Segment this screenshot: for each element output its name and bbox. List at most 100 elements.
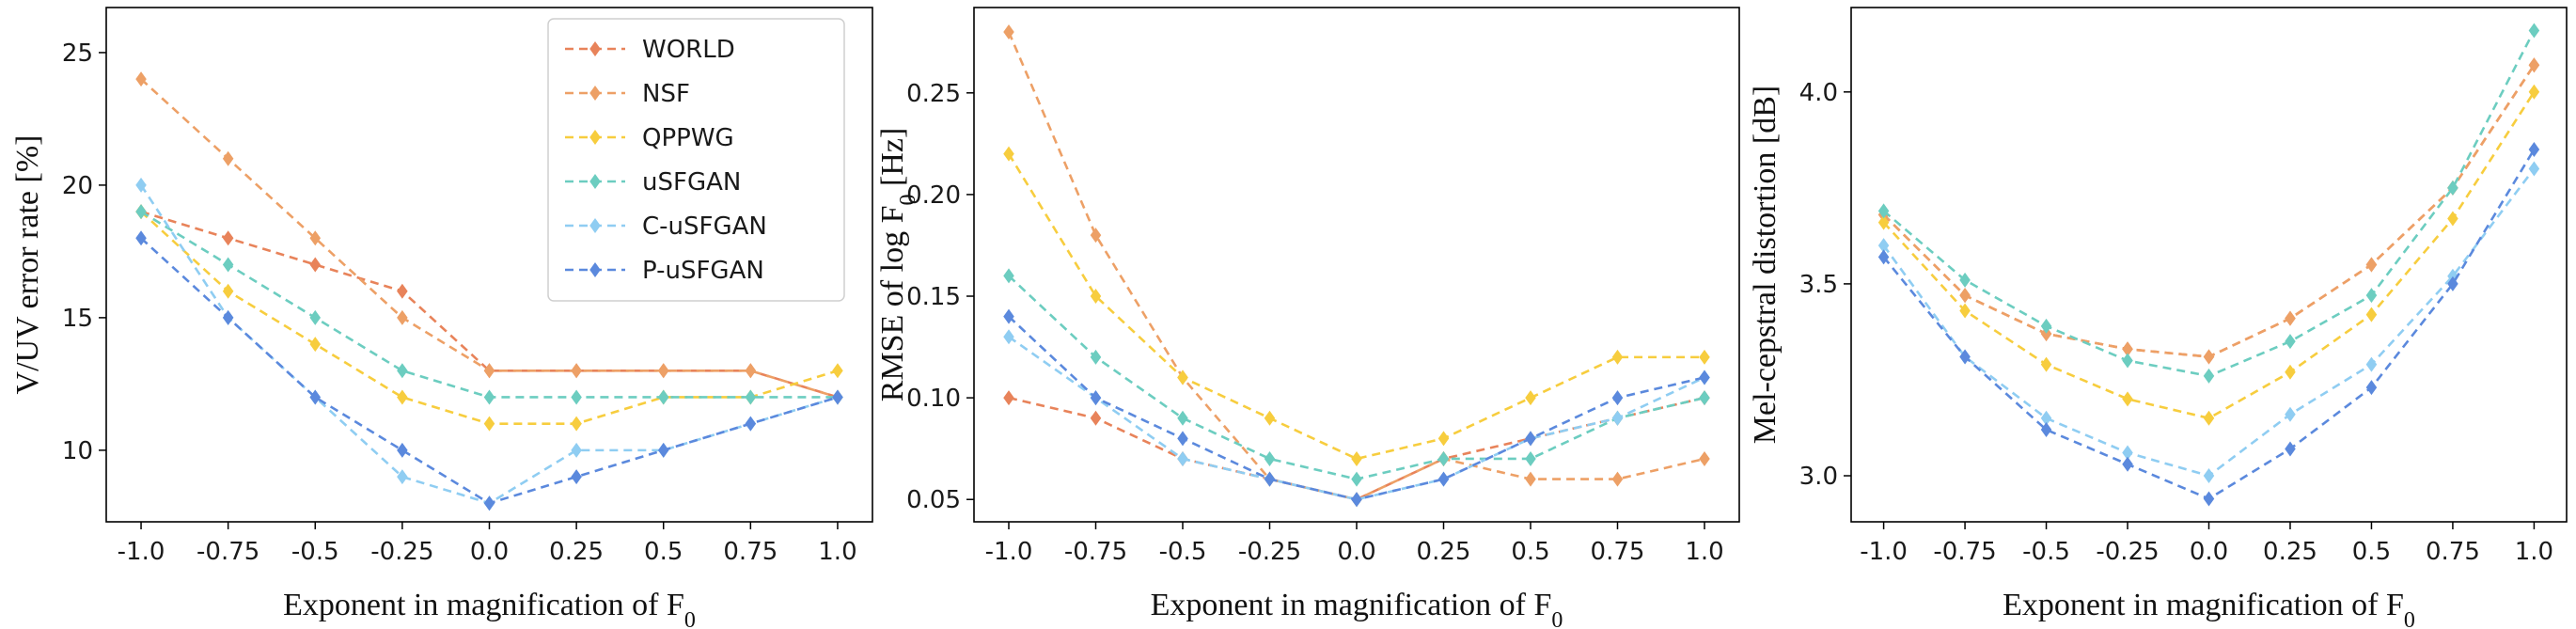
data-point	[2285, 364, 2296, 380]
data-point	[222, 230, 234, 246]
legend-box	[547, 18, 845, 302]
series-c-usfgan	[1877, 161, 2540, 484]
data-point	[571, 363, 582, 379]
series-qppwg	[1877, 84, 2540, 426]
data-point	[1090, 289, 1102, 305]
x-axis-label: Exponent in magnification of F0	[1151, 588, 1563, 629]
data-point	[1177, 431, 1188, 447]
x-tick-label: 0.25	[549, 538, 604, 566]
x-tick-label: -0.75	[1933, 538, 1996, 566]
data-point	[1611, 471, 1624, 487]
data-point	[745, 416, 757, 432]
data-point	[1003, 146, 1014, 162]
data-point	[745, 363, 757, 379]
series-p-usfgan	[1877, 142, 2540, 507]
data-point	[2528, 161, 2540, 177]
series-p-usfgan	[1003, 308, 1710, 508]
data-point	[397, 469, 408, 485]
legend-marker	[589, 130, 601, 145]
legend-label: QPPWG	[642, 124, 734, 152]
data-point	[309, 389, 322, 405]
data-point	[222, 150, 234, 166]
data-point	[1699, 450, 1710, 466]
y-tick-label: 25	[62, 39, 93, 68]
series-world	[1003, 390, 1710, 508]
y-tick-label: 0.05	[906, 486, 961, 514]
data-point	[1959, 288, 1971, 304]
data-point	[222, 283, 234, 299]
x-tick-label: -1.0	[118, 538, 165, 566]
x-tick-label: 0.75	[1591, 538, 1645, 566]
series-nsf	[1003, 24, 1710, 508]
data-point	[657, 363, 669, 379]
legend-marker	[589, 262, 601, 277]
data-point	[2447, 275, 2458, 291]
legend-marker	[589, 41, 601, 56]
data-point	[571, 416, 582, 432]
x-axis-label-subscript: 0	[1551, 608, 1563, 629]
data-point	[397, 283, 408, 299]
data-point	[657, 442, 669, 458]
data-point	[1699, 349, 1710, 365]
series-line	[1882, 29, 2536, 378]
data-point	[1003, 268, 1014, 284]
data-point	[1090, 390, 1102, 406]
y-axis-label-text: RMSE of log F	[875, 206, 910, 402]
x-axis-label-text: Exponent in magnification of F	[1151, 588, 1552, 622]
x-tick-label: 0.25	[2263, 538, 2317, 566]
data-point	[397, 442, 408, 458]
data-point	[1351, 471, 1362, 487]
data-point	[1264, 471, 1276, 487]
data-point	[309, 230, 322, 246]
plot-frame	[1850, 7, 2568, 523]
data-point	[1437, 450, 1450, 466]
y-axis-label: Mel-cepstral distortion [dB]	[1748, 86, 1783, 444]
data-point	[1877, 203, 1890, 219]
x-axis-label-subscript: 0	[2404, 608, 2415, 629]
y-tick-label: 15	[62, 305, 93, 333]
data-point	[222, 309, 234, 325]
data-point	[1264, 450, 1276, 466]
data-point	[1177, 410, 1188, 426]
data-point	[2528, 84, 2540, 100]
data-point	[657, 389, 669, 405]
x-tick-label: -1.0	[1860, 538, 1908, 566]
data-point	[1611, 410, 1624, 426]
data-point	[1877, 249, 1890, 265]
series-line	[1882, 64, 2536, 358]
data-point	[1959, 303, 1971, 319]
data-point	[1525, 450, 1536, 466]
x-tick-label: -0.5	[291, 538, 339, 566]
legend-item: WORLD	[565, 36, 735, 64]
x-tick-label: 1.0	[1685, 538, 1723, 566]
y-tick-label: 3.5	[1799, 271, 1838, 299]
data-point	[571, 469, 582, 485]
data-point	[1611, 349, 1624, 365]
data-point	[483, 495, 495, 511]
y-axis-label: RMSE of log F0 [Hz]	[875, 128, 920, 402]
x-tick-label: -0.5	[2022, 538, 2070, 566]
data-point	[1437, 431, 1450, 447]
data-point	[1525, 471, 1536, 487]
x-tick-label: -0.75	[196, 538, 259, 566]
data-point	[2203, 368, 2215, 384]
data-point	[483, 363, 495, 379]
series-nsf	[135, 71, 843, 405]
series-line	[1882, 64, 2536, 358]
x-tick-label: 0.25	[1417, 538, 1471, 566]
x-axis-label: Exponent in magnification of F0	[283, 588, 696, 629]
x-tick-label: 0.5	[1511, 538, 1549, 566]
plot-frame	[973, 7, 1740, 523]
x-tick-label: 0.0	[1337, 538, 1375, 566]
data-point	[135, 230, 147, 246]
data-point	[1699, 390, 1710, 406]
data-point	[1003, 308, 1014, 324]
data-point	[397, 363, 408, 379]
x-axis-label-text: Exponent in magnification of F	[283, 588, 684, 622]
data-point	[2040, 410, 2052, 426]
data-point	[1003, 390, 1014, 406]
x-tick-label: 1.0	[818, 538, 856, 566]
data-point	[1090, 349, 1102, 365]
data-point	[2528, 23, 2540, 39]
data-point	[2122, 456, 2133, 472]
